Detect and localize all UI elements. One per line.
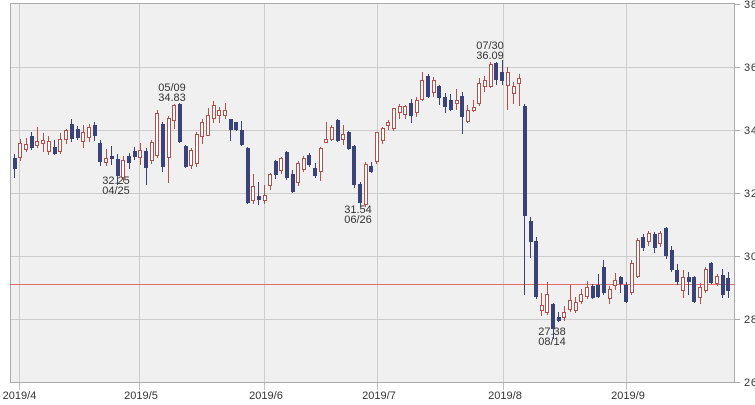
svg-text:32: 32 xyxy=(744,188,755,200)
svg-text:2019/6: 2019/6 xyxy=(249,390,283,400)
svg-text:30: 30 xyxy=(744,251,755,263)
svg-text:34: 34 xyxy=(744,125,755,137)
svg-text:36.09: 36.09 xyxy=(476,50,504,62)
svg-text:2019/9: 2019/9 xyxy=(611,390,645,400)
svg-text:34.83: 34.83 xyxy=(158,92,186,104)
svg-text:26: 26 xyxy=(744,377,755,389)
svg-text:2019/8: 2019/8 xyxy=(488,390,522,400)
svg-text:08/14: 08/14 xyxy=(538,336,566,348)
svg-text:05/09: 05/09 xyxy=(158,82,186,94)
svg-text:28: 28 xyxy=(744,314,755,326)
svg-text:2019/7: 2019/7 xyxy=(362,390,396,400)
svg-text:04/25: 04/25 xyxy=(102,185,130,197)
svg-text:38: 38 xyxy=(744,0,755,11)
svg-text:27.38: 27.38 xyxy=(538,326,566,338)
svg-text:06/26: 06/26 xyxy=(344,214,372,226)
svg-text:2019/5: 2019/5 xyxy=(124,390,158,400)
svg-text:2019/4: 2019/4 xyxy=(3,390,37,400)
svg-text:36: 36 xyxy=(744,62,755,74)
svg-text:31.54: 31.54 xyxy=(344,204,372,216)
svg-text:07/30: 07/30 xyxy=(476,40,504,52)
